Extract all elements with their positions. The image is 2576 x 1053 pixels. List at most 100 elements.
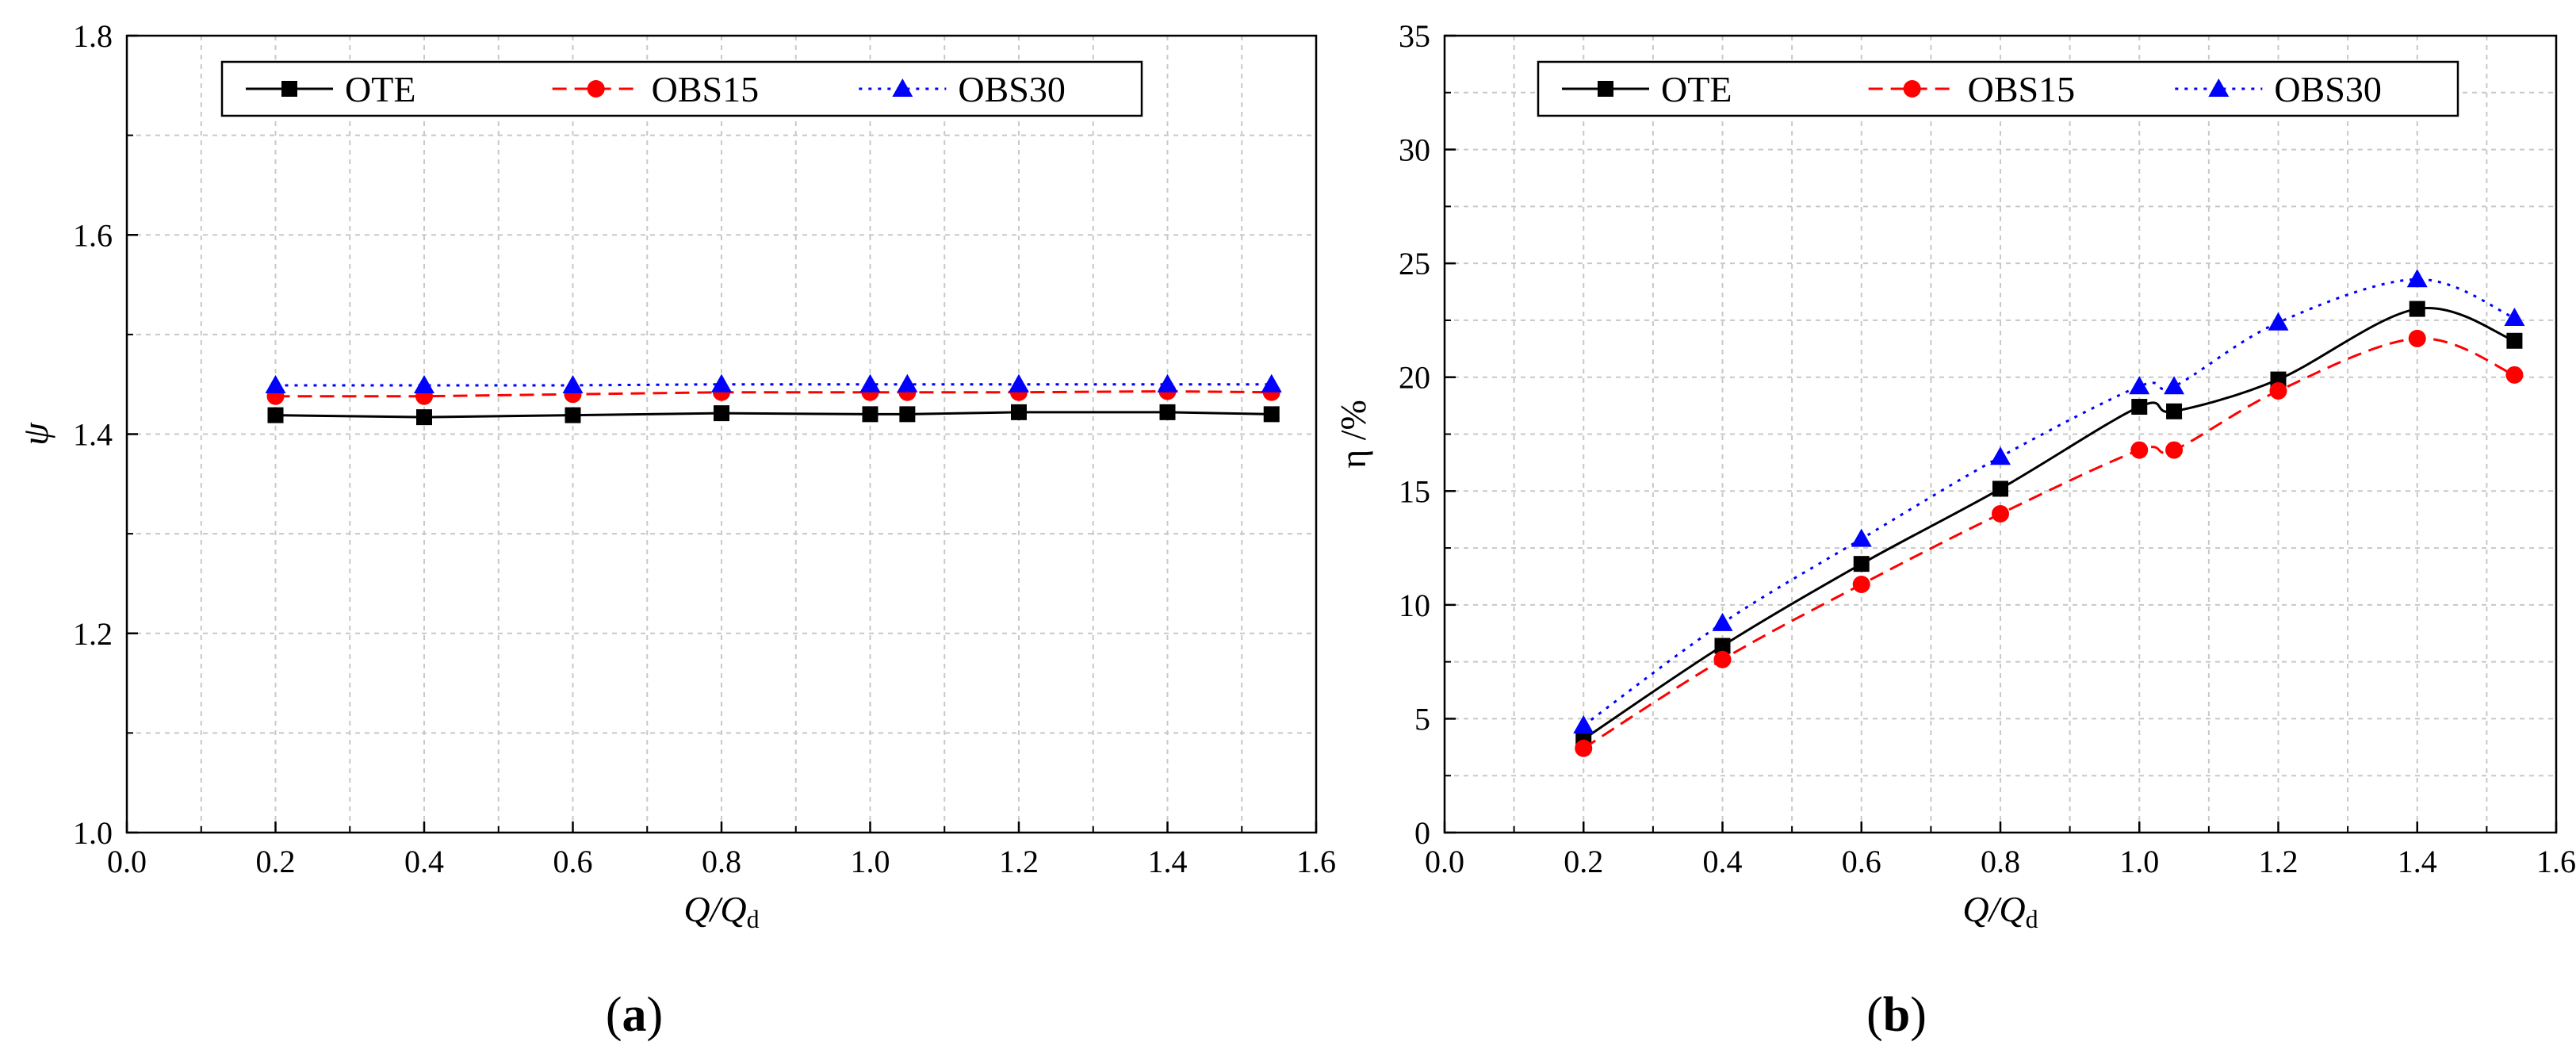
series-ote [267,404,1280,426]
x-tick-label: 1.0 [2119,844,2159,879]
x-tick-label: 1.4 [1148,844,1188,879]
series-obs30 [265,373,1282,393]
legend-marker-obs15 [1903,80,1921,98]
legend-marker-obs30 [2208,78,2230,97]
y-tick-label: 1.2 [73,616,113,652]
x-tick-label: 0.8 [1981,844,2020,879]
x-axis-title: Q/Qd [1962,889,2038,933]
legend-label: OBS30 [958,69,1065,109]
data-point-obs15 [1992,505,2009,523]
panel-label: (b) [1866,988,1927,1042]
legend-marker-obs15 [587,80,605,98]
y-tick-label: 1.4 [73,417,113,453]
legend-entry-obs15: OBS15 [1868,69,2075,109]
grid [1445,36,2556,833]
y-tick-label: 1.0 [73,815,113,851]
data-point-obs30 [1009,373,1029,392]
legend-label: OBS15 [652,69,759,109]
data-point-ote [1714,638,1731,654]
data-point-ote [1011,404,1027,420]
data-point-obs30 [1261,373,1282,392]
data-point-obs30 [1573,715,1594,734]
x-axis-title-subscript: d [747,905,760,933]
data-point-obs30 [1157,373,1178,392]
x-tick-label: 0.4 [404,844,444,879]
grid [127,36,1316,833]
data-point-ote [2131,399,2148,415]
data-point-ote [1992,481,2008,497]
data-point-obs30 [859,373,881,392]
data-point-obs15 [2165,441,2184,459]
legend-entry-obs15: OBS15 [552,69,759,109]
data-point-obs30 [711,373,732,392]
panel-label-letter: b [1883,988,1910,1042]
x-tick-label: 0.4 [1703,844,1743,879]
series-obs15 [1575,329,2524,757]
legend: OTE OBS15 OBS30 [220,60,1143,117]
y-tick-label: 1.6 [73,217,113,253]
panel-label-close: ) [1910,988,1927,1042]
data-point-obs15 [1713,650,1732,668]
data-point-obs30 [2268,312,2289,331]
legend-label: OBS15 [1968,69,2075,109]
data-point-obs15 [1852,576,1870,594]
legend-label: OBS30 [2274,69,2381,109]
panel-a-chart: 0.0 0.2 0.4 0.6 0.8 1.0 1.2 1.4 1.6 1.0 1.2 1.4 1.6 1… [15,18,1336,1042]
x-tick-label: 1.6 [1296,844,1336,879]
y-tick-label: 30 [1399,132,1430,168]
panel-label-open: ( [1866,988,1883,1042]
data-point-obs30 [2164,376,2185,395]
panel-label-letter: a [622,988,647,1042]
x-axis-title-subscript: d [2026,905,2038,933]
data-point-ote [2409,301,2425,317]
panel-label-open: ( [606,988,622,1042]
legend-marker-ote [281,81,297,97]
y-tick-label: 10 [1399,588,1430,623]
data-point-ote [565,407,581,423]
data-point-obs15 [2505,366,2524,384]
x-tick-label: 1.0 [851,844,890,879]
x-tick-label: 0.2 [256,844,296,879]
data-point-obs30 [2406,269,2428,288]
data-point-ote [714,405,729,422]
data-point-obs30 [1712,612,1733,631]
data-point-obs30 [414,374,434,393]
y-tick-label: 0 [1414,815,1430,851]
legend-entry-ote: OTE [1562,69,1732,109]
series-line-obs15 [1583,337,2515,750]
data-point-ote [267,407,284,423]
legend-box [1537,60,2459,117]
panel-label: (a) [606,988,663,1042]
y-axis-title: ψ [15,422,56,446]
data-point-obs30 [1851,528,1872,547]
legend-marker-obs30 [892,78,913,97]
x-tick-label: 0.6 [1842,844,1881,879]
data-point-ote [1263,406,1280,423]
y-tick-label: 25 [1399,246,1430,281]
x-tick-label: 0.0 [1425,844,1464,879]
panel-b-chart: 0.0 0.2 0.4 0.6 0.8 1.0 1.2 1.4 1.6 0 5 10 15 20 25 30 3… [1333,18,2576,1042]
x-axis-title-main: Q/Q [683,889,746,929]
data-point-ote [862,406,878,423]
data-point-obs30 [2504,308,2525,327]
legend-entry-ote: OTE [246,69,415,109]
x-tick-label: 1.6 [2536,844,2576,879]
data-point-obs15 [2130,441,2149,459]
data-point-obs30 [1990,446,2011,465]
y-tick-label: 1.8 [73,18,113,54]
data-point-obs15 [2269,381,2287,400]
y-tick-label: 35 [1399,18,1430,54]
y-tick-label: 5 [1414,701,1430,737]
x-tick-label: 0.8 [702,844,741,879]
data-point-ote [2506,332,2523,349]
series-line-ote [1583,307,2515,741]
data-point-obs30 [2129,376,2150,395]
data-point-obs30 [562,374,584,393]
series-ote [1575,301,2523,748]
x-tick-label: 1.4 [2398,844,2437,879]
panel-label-close: ) [647,988,664,1042]
x-tick-label: 1.2 [999,844,1039,879]
y-tick-label: 20 [1399,360,1430,396]
data-point-obs15 [1575,739,1593,757]
